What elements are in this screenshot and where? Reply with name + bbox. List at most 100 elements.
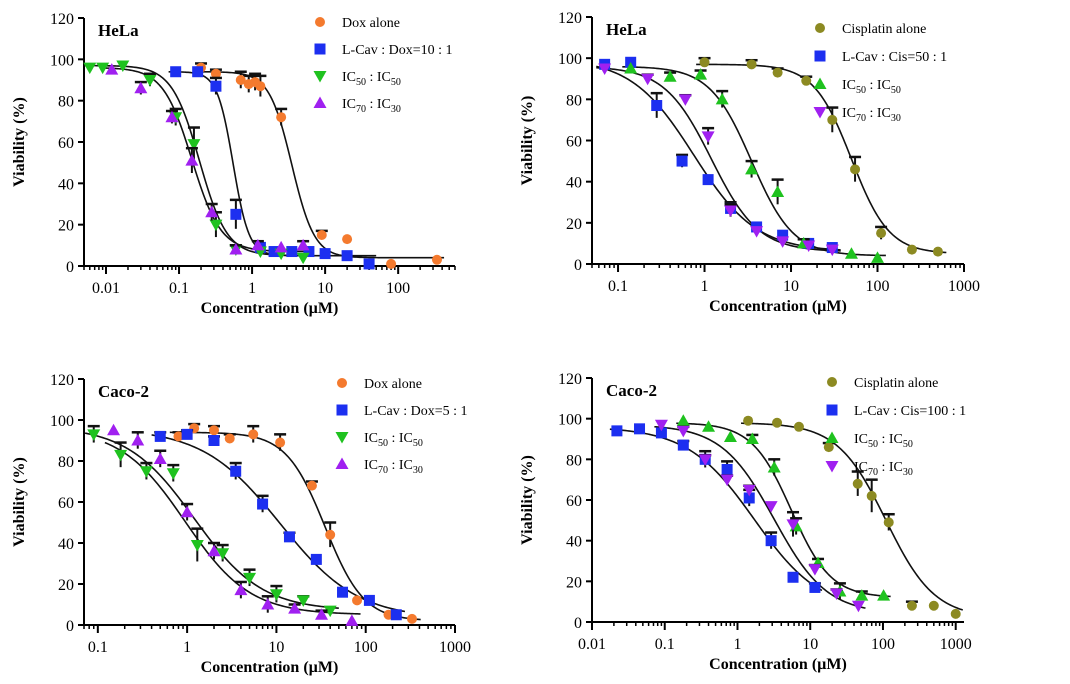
legend-label: Cisplatin alone — [842, 22, 926, 37]
legend-text-part: : — [866, 78, 877, 93]
legend-text-part: IC — [342, 97, 356, 112]
data-point — [166, 468, 180, 480]
data-point — [431, 254, 442, 265]
x-tick-label: 10 — [317, 280, 333, 297]
data-point — [654, 419, 668, 432]
data-point — [715, 92, 729, 105]
legend-text-part: : — [388, 431, 399, 446]
data-point — [764, 501, 778, 513]
legend-marker — [336, 404, 348, 416]
y-axis-title: Viability (%) — [11, 97, 28, 187]
legend-text-part: IC — [877, 106, 891, 121]
data-point — [286, 246, 298, 258]
x-tick-label: 0.1 — [655, 636, 675, 653]
legend-text-part: 30 — [891, 113, 901, 124]
cell-line-label: Caco-2 — [98, 382, 149, 401]
data-point — [407, 613, 418, 624]
y-tick-label: 120 — [558, 10, 582, 27]
data-point — [296, 595, 310, 607]
chart-panel: 0 20 40 60 80 100 120 0.1 1 10 100 1000 Concentratio… — [519, 10, 980, 315]
data-point — [170, 66, 182, 78]
legend-text-part: 50 — [356, 77, 366, 88]
data-point — [325, 529, 336, 540]
fit-curve — [104, 67, 311, 253]
x-tick-label: 1000 — [439, 639, 471, 656]
data-point — [345, 614, 359, 626]
data-point — [641, 73, 655, 86]
legend-label: IC70 : IC30 — [854, 460, 913, 478]
data-point — [207, 544, 221, 557]
y-tick-label: 80 — [58, 94, 74, 111]
chart-panel: 0 20 40 60 80 100 120 0.1 1 10 100 1000 Concentratio… — [11, 372, 471, 676]
data-point — [765, 535, 777, 547]
legend-marker — [813, 77, 827, 89]
x-tick-label: 1 — [248, 280, 256, 297]
legend-label: IC70 : IC30 — [842, 106, 901, 124]
data-point — [274, 240, 288, 253]
data-point — [316, 230, 327, 240]
data-point — [251, 238, 265, 251]
fit-curve — [151, 434, 406, 613]
x-axis-title: Concentration (µM) — [201, 659, 339, 676]
data-point — [721, 464, 733, 475]
data-point — [787, 571, 799, 583]
legend-label: Dox alone — [364, 377, 422, 392]
y-tick-label: 100 — [50, 52, 74, 69]
data-point — [772, 417, 783, 428]
y-tick-label: 20 — [566, 216, 582, 233]
data-point — [742, 484, 756, 497]
data-point — [276, 112, 287, 123]
data-point — [724, 205, 738, 217]
data-point — [269, 589, 283, 601]
y-tick-label: 40 — [58, 536, 74, 553]
data-point — [701, 131, 715, 143]
data-point — [205, 205, 219, 218]
data-point — [165, 110, 179, 123]
cell-line-label: Caco-2 — [606, 381, 657, 400]
legend-text-part: IC — [342, 70, 356, 85]
legend-text-part: IC — [889, 460, 903, 475]
legend-marker — [313, 71, 327, 83]
data-point — [230, 465, 242, 477]
data-point — [323, 605, 337, 618]
data-point — [96, 62, 110, 75]
legend-text-part: 50 — [903, 439, 913, 450]
data-point — [844, 247, 858, 259]
data-point — [651, 100, 663, 112]
data-point — [720, 474, 734, 487]
data-point — [209, 425, 220, 436]
x-tick-label: 1000 — [948, 278, 980, 295]
data-point — [83, 62, 97, 75]
x-tick-label: 10 — [802, 636, 818, 653]
legend-marker — [825, 461, 839, 473]
y-tick-label: 0 — [574, 257, 582, 274]
x-axis-title: Concentration (µM) — [709, 656, 847, 673]
x-tick-label: 0.1 — [88, 639, 108, 656]
legend-text-part: 30 — [903, 467, 913, 478]
data-point — [777, 229, 789, 241]
y-axis-title: Viability (%) — [519, 455, 536, 545]
data-point — [855, 589, 869, 601]
y-tick-label: 40 — [566, 534, 582, 551]
data-point — [248, 429, 259, 440]
legend-label: IC50 : IC50 — [364, 431, 423, 449]
legend-text-part: 30 — [391, 104, 401, 115]
legend-text-part: : — [366, 97, 377, 112]
legend-marker — [815, 23, 825, 33]
data-point — [802, 240, 816, 252]
x-tick-label: 10 — [268, 639, 284, 656]
x-tick-label: 0.01 — [92, 280, 120, 297]
legend-text-part: 30 — [413, 465, 423, 476]
data-point — [698, 454, 712, 466]
y-tick-label: 60 — [58, 135, 74, 152]
legend-text-part: IC — [377, 97, 391, 112]
data-point — [823, 442, 834, 453]
legend-text-part: : — [388, 458, 399, 473]
data-point — [678, 94, 692, 106]
data-point — [771, 185, 785, 197]
data-point — [745, 432, 759, 444]
fit-curve — [741, 422, 964, 611]
data-point — [866, 490, 877, 501]
data-point — [296, 238, 310, 251]
